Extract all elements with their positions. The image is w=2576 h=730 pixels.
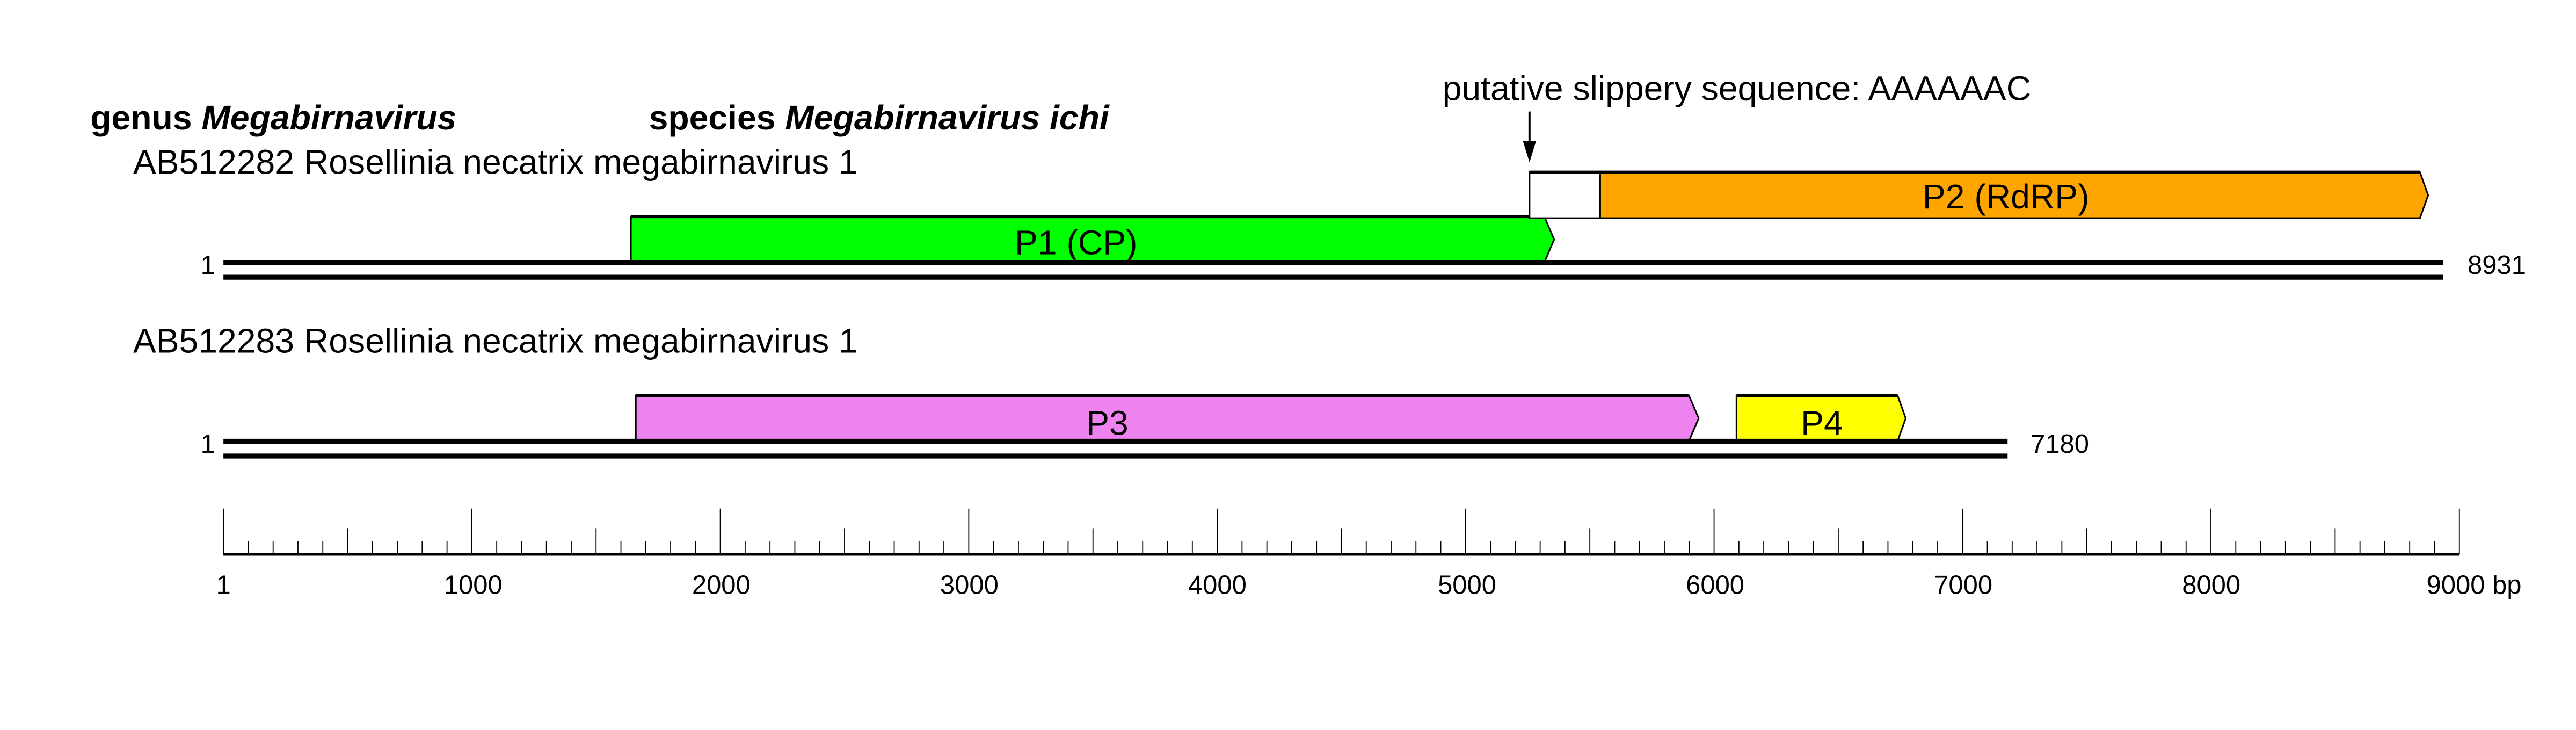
ruler-labels: 1 1000 2000 3000 4000 5000 6000 7000 800… <box>216 571 2522 600</box>
genome-2-start-label: 1 <box>201 430 215 459</box>
ruler-label: 7000 <box>1934 571 1992 600</box>
ruler-label: 9000 bp <box>2427 571 2522 600</box>
ruler-label: 4000 <box>1188 571 1247 600</box>
orf-p1: P1 (CP) <box>630 215 1555 264</box>
genome-2-end-label: 7180 <box>2031 430 2089 459</box>
genome-1-start-label: 1 <box>201 251 215 280</box>
orf-p3: P3 <box>635 393 1700 442</box>
genus-label: genus Megabirnavirus <box>90 98 456 137</box>
orf-frameshift-region <box>1529 170 1601 219</box>
ruler-label: 5000 <box>1438 571 1496 600</box>
orf-p4: P4 <box>1735 393 1907 442</box>
orf-p4-label: P4 <box>1801 403 1843 442</box>
slippery-arrow-icon <box>1523 111 1537 163</box>
species-label: species Megabirnavirus ichi <box>649 98 1110 137</box>
ruler-ticks <box>223 508 2460 555</box>
ruler-label: 8000 <box>2182 571 2240 600</box>
slippery-sequence-label: putative slippery sequence: AAAAAAC <box>1443 69 2031 107</box>
orf-p3-label: P3 <box>1086 403 1129 442</box>
ruler-label: 1000 <box>444 571 503 600</box>
ruler-label: 1 <box>216 571 231 600</box>
ruler-label: 2000 <box>692 571 751 600</box>
genome-1-track: P1 (CP) P2 (RdRP) 1 8931 <box>201 170 2526 280</box>
ruler-label: 3000 <box>940 571 999 600</box>
ruler-label: 6000 <box>1686 571 1744 600</box>
orf-p2-label: P2 (RdRP) <box>1923 177 2090 216</box>
genome-1-end-label: 8931 <box>2468 251 2526 280</box>
orf-p1-label: P1 (CP) <box>1015 223 1137 262</box>
genome-2-title: AB512283 Rosellinia necatrix megabirnavi… <box>133 322 858 360</box>
orf-p2: P2 (RdRP) <box>1599 170 2429 219</box>
genome-2-track: P3 P4 1 7180 <box>201 393 2089 459</box>
bp-ruler: 1 1000 2000 3000 4000 5000 6000 7000 800… <box>216 508 2522 600</box>
genome-1-title: AB512282 Rosellinia necatrix megabirnavi… <box>133 143 858 182</box>
